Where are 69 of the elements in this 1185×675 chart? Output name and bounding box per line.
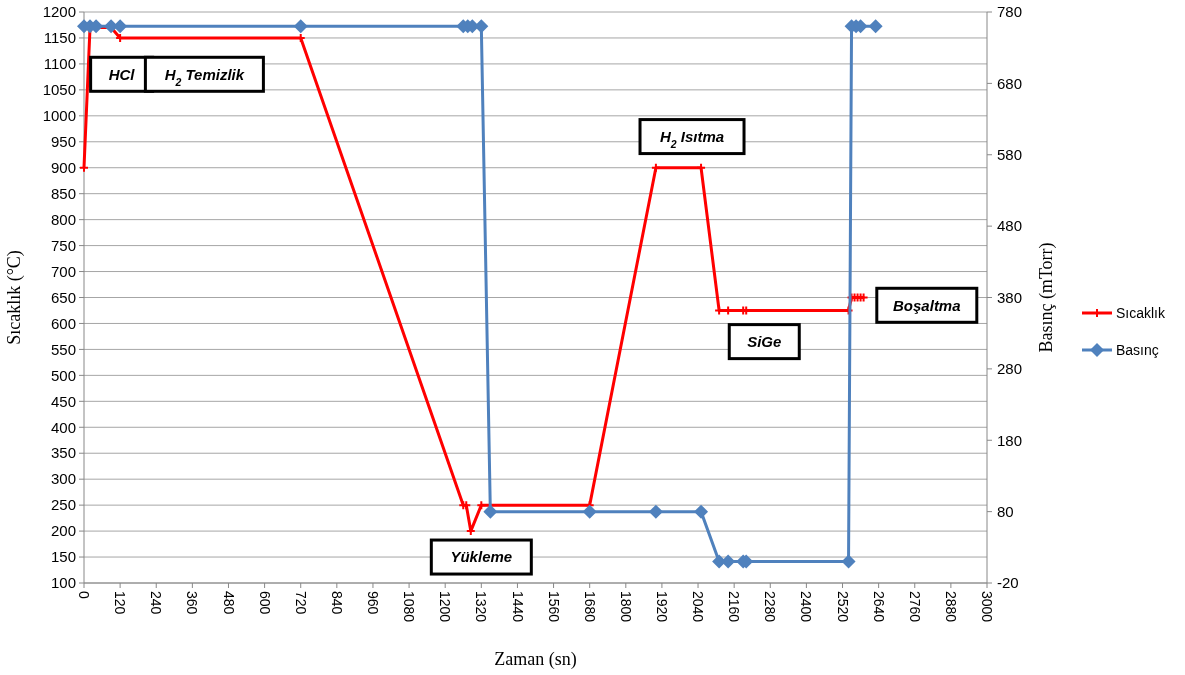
legend-label: Basınç	[1116, 341, 1159, 358]
annotation: HCl	[108, 65, 136, 83]
y-tick-label: 850	[50, 184, 76, 202]
annotation: H$_{2}$ Isıtma	[659, 127, 725, 150]
y-tick-label: 1050	[42, 81, 76, 99]
annotation: H$_{2}$ Temizlik	[164, 65, 245, 88]
legend-label: Sıcaklık	[1116, 304, 1167, 321]
x-tick-label: 2520	[834, 591, 851, 623]
y-tick-label: 950	[50, 133, 76, 151]
x-tick-label: 1440	[509, 591, 526, 623]
y-tick-label: 700	[50, 262, 76, 280]
x-tick-label: 0	[76, 591, 93, 599]
x-tick-label: 2880	[942, 591, 959, 623]
y-tick-label: 300	[50, 470, 76, 488]
y-tick-label: 1200	[42, 3, 76, 21]
y-tick-label: 550	[50, 340, 76, 358]
y2-tick-label: 480	[997, 217, 1023, 235]
x-tick-label: 600	[256, 591, 273, 615]
y-tick-label: 250	[50, 496, 76, 514]
y-tick-label: 150	[50, 548, 76, 566]
annotation: Yükleme	[450, 548, 513, 566]
y2-tick-label: 280	[997, 360, 1023, 378]
x-tick-label: 840	[328, 591, 345, 615]
y2-axis-title: Basınç (mTorr)	[1036, 242, 1057, 353]
y-tick-label: 100	[50, 574, 76, 592]
y-tick-label: 1150	[43, 29, 76, 47]
x-tick-label: 2280	[762, 591, 779, 623]
y-tick-label: 500	[50, 366, 76, 384]
y2-tick-label: -20	[997, 574, 1019, 592]
x-tick-label: 2040	[690, 591, 707, 623]
x-axis-title: Zaman (sn)	[494, 649, 577, 670]
y2-tick-label: 780	[997, 3, 1023, 21]
x-tick-label: 1080	[401, 591, 418, 623]
y2-tick-label: 680	[997, 74, 1023, 92]
x-tick-label: 1680	[581, 591, 598, 623]
y-tick-label: 400	[50, 418, 76, 436]
x-tick-label: 240	[148, 591, 165, 615]
x-tick-label: 1560	[545, 591, 562, 623]
annotation: Boşaltma	[893, 296, 961, 314]
y-tick-label: 350	[50, 444, 76, 462]
x-tick-label: 2400	[798, 591, 815, 623]
y-tick-label: 800	[50, 210, 76, 228]
x-tick-label: 2640	[870, 591, 887, 623]
y2-tick-label: 80	[997, 502, 1014, 520]
x-tick-label: 1320	[473, 591, 490, 623]
y2-tick-label: 580	[997, 146, 1023, 163]
y-axis-title: Sıcaklık (°C)	[4, 250, 25, 345]
x-tick-label: 720	[292, 591, 309, 615]
x-tick-label: 120	[112, 591, 129, 615]
x-tick-label: 1920	[654, 591, 671, 623]
x-tick-label: 1200	[437, 591, 454, 623]
y-tick-label: 600	[50, 314, 76, 332]
y-tick-label: 750	[50, 236, 76, 254]
y-tick-label: 1000	[42, 107, 76, 125]
y-tick-label: 450	[50, 392, 76, 410]
y-tick-label: 1100	[43, 55, 76, 73]
y-tick-label: 900	[50, 158, 76, 176]
x-tick-label: 2160	[726, 591, 743, 623]
y2-tick-label: 380	[997, 288, 1023, 306]
y2-tick-label: 180	[997, 431, 1023, 449]
x-tick-label: 2760	[906, 591, 923, 623]
x-tick-label: 1800	[617, 591, 634, 623]
annotation: SiGe	[747, 332, 782, 350]
x-tick-label: 480	[220, 591, 237, 615]
x-tick-label: 360	[184, 591, 201, 615]
y-tick-label: 650	[50, 288, 76, 306]
x-tick-label: 3000	[979, 591, 996, 623]
x-tick-label: 960	[365, 591, 382, 615]
y-tick-label: 200	[50, 522, 76, 540]
